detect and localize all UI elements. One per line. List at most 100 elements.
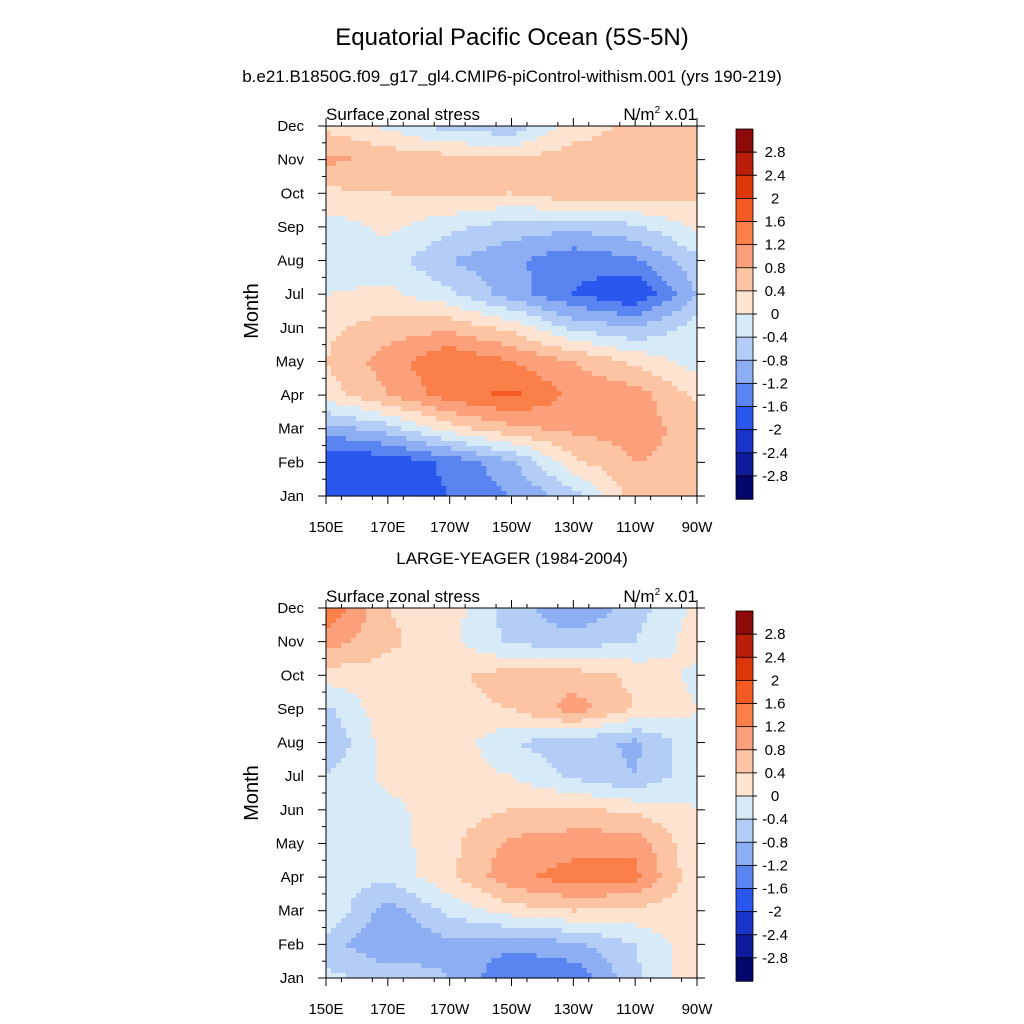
heatmap-cell (561, 246, 568, 252)
heatmap-cell (526, 386, 533, 392)
heatmap-cell (496, 151, 503, 157)
heatmap-cell (651, 286, 658, 292)
heatmap-cell (686, 171, 693, 177)
heatmap-cell (406, 331, 412, 337)
heatmap-cell (446, 416, 452, 422)
heatmap-cell (596, 271, 603, 277)
heatmap-cell (411, 171, 417, 177)
heatmap-cell (411, 391, 417, 397)
heatmap-cell (576, 161, 583, 167)
heatmap-cell (366, 191, 372, 197)
heatmap-cell (556, 136, 563, 142)
heatmap-cell (466, 376, 472, 382)
heatmap-cell (576, 346, 583, 352)
heatmap-cell (411, 421, 417, 427)
heatmap-cell (391, 451, 397, 457)
heatmap-cell (526, 286, 533, 292)
heatmap-cell (461, 441, 467, 447)
heatmap-cell (471, 131, 477, 137)
heatmap-cell (441, 206, 447, 212)
heatmap-cell (531, 176, 538, 182)
heatmap-cell (471, 126, 477, 132)
heatmap-cell (341, 201, 347, 207)
heatmap-cell (376, 341, 382, 347)
heatmap-cell (521, 266, 528, 272)
heatmap-cell (486, 436, 493, 442)
heatmap-cell (621, 286, 628, 292)
heatmap-cell (376, 356, 382, 362)
heatmap-cell (526, 346, 533, 352)
heatmap-cell (666, 276, 673, 282)
heatmap-cell (521, 381, 528, 387)
heatmap-cell (416, 426, 422, 432)
heatmap-cell (606, 386, 613, 392)
heatmap-cell (416, 206, 422, 212)
heatmap-cell (541, 221, 548, 227)
heatmap-cell (571, 126, 578, 132)
heatmap-cell (596, 236, 603, 242)
heatmap-cell (571, 431, 578, 437)
heatmap-cell (466, 266, 472, 272)
heatmap-cell (616, 191, 623, 197)
heatmap-cell (601, 306, 608, 312)
heatmap-cell (366, 131, 372, 137)
heatmap-cell (596, 366, 603, 372)
heatmap-cell (536, 306, 543, 312)
heatmap-cell (506, 311, 513, 317)
heatmap-cell (481, 421, 488, 427)
heatmap-cell (406, 216, 412, 222)
heatmap-cell (341, 276, 347, 282)
heatmap-cell (546, 161, 553, 167)
heatmap-cell (326, 266, 332, 272)
heatmap-cell (336, 431, 342, 437)
heatmap-cell (441, 321, 447, 327)
heatmap-cell (691, 201, 698, 207)
heatmap-cell (611, 376, 618, 382)
heatmap-cell (541, 316, 548, 322)
heatmap-cell (641, 281, 648, 287)
heatmap-cell (556, 401, 563, 407)
heatmap-cell (651, 156, 658, 162)
heatmap-cell (471, 381, 477, 387)
heatmap-cell (676, 326, 683, 332)
heatmap-cell (451, 241, 457, 247)
heatmap-cell (556, 206, 563, 212)
heatmap-cell (371, 241, 377, 247)
heatmap-cell (681, 386, 688, 392)
heatmap-cell (686, 236, 693, 242)
heatmap-cell (386, 386, 392, 392)
heatmap-cell (366, 381, 372, 387)
heatmap-cell (551, 231, 558, 237)
heatmap-cell (391, 151, 397, 157)
heatmap-cell (571, 326, 578, 332)
heatmap-cell (351, 356, 357, 362)
heatmap-cell (481, 401, 488, 407)
heatmap-cell (381, 146, 387, 152)
heatmap-cell (531, 431, 538, 437)
heatmap-cell (671, 211, 678, 217)
heatmap-cell (466, 396, 472, 402)
heatmap-cell (551, 236, 558, 242)
heatmap-cell (616, 356, 623, 362)
heatmap-cell (606, 231, 613, 237)
heatmap-cell (456, 256, 462, 262)
heatmap-cell (601, 326, 608, 332)
heatmap-cell (541, 341, 548, 347)
heatmap-cell (571, 296, 578, 302)
heatmap-cell (491, 236, 498, 242)
heatmap-cell (346, 311, 352, 317)
heatmap-cell (636, 296, 643, 302)
heatmap-cell (686, 151, 693, 157)
heatmap-cell (486, 221, 493, 227)
heatmap-cell (666, 331, 673, 337)
heatmap-cell (621, 371, 628, 377)
heatmap-cell (416, 171, 422, 177)
heatmap-cell (496, 446, 503, 452)
heatmap-cell (396, 431, 402, 437)
heatmap-cell (576, 326, 583, 332)
heatmap-cell (546, 446, 553, 452)
heatmap-cell (591, 401, 598, 407)
heatmap-cell (661, 406, 668, 412)
heatmap-cell (386, 126, 392, 132)
heatmap-cell (496, 251, 503, 257)
